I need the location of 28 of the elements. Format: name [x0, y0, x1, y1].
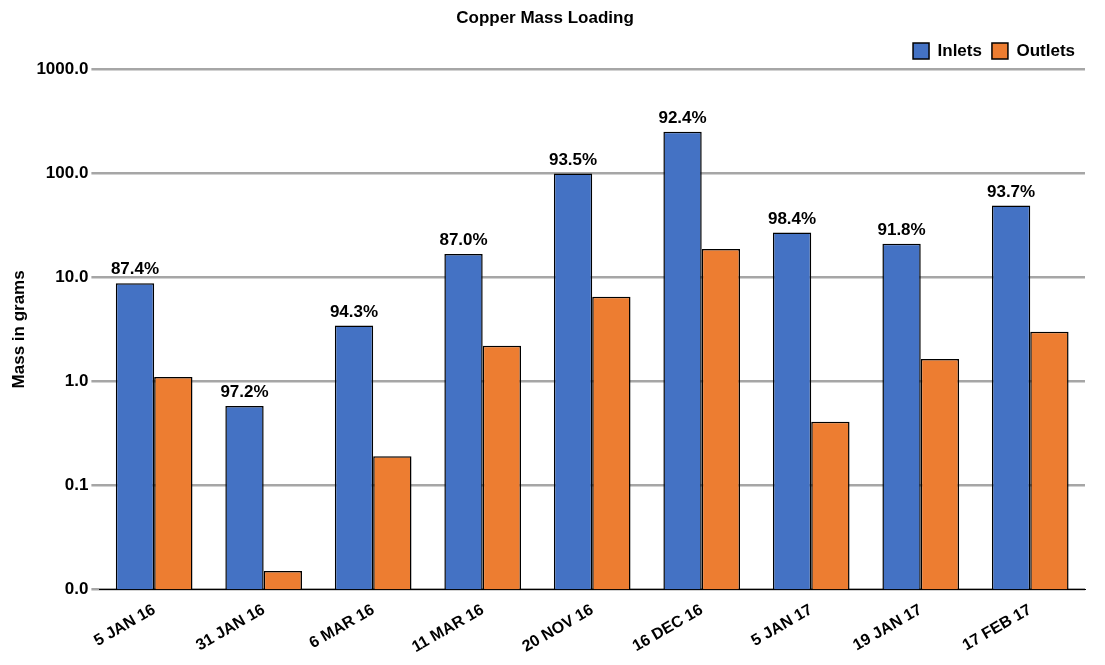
annotation: 98.4%: [767, 208, 817, 228]
x-tick-label: 31 JAN 16: [192, 600, 268, 654]
chart-title: Copper Mass Loading: [456, 7, 634, 27]
y-tick-label: 1000.0: [36, 59, 89, 79]
y-axis-title: Mass in grams: [8, 270, 28, 389]
annotation: 87.4%: [110, 259, 160, 279]
x-tick-label: 6 MAR 16: [306, 600, 377, 652]
x-tick-label: 16 DEC 16: [629, 600, 706, 655]
annotation: 97.2%: [220, 382, 269, 402]
annotation: 94.3%: [329, 301, 379, 321]
annotation: 93.5%: [548, 149, 598, 169]
x-tick-label: 5 JAN 16: [90, 600, 158, 649]
x-tick-label: 20 NOV 16: [518, 600, 596, 655]
x-tick-label: 5 JAN 17: [747, 600, 816, 649]
y-tick-label: 10.0: [55, 267, 89, 287]
x-tick-label: 11 MAR 16: [408, 600, 487, 656]
y-tick-label: 0.1: [64, 475, 89, 495]
annotation: 92.4%: [658, 108, 707, 128]
y-tick-label: 1.0: [64, 371, 89, 391]
y-tick-label: 100.0: [45, 163, 89, 183]
annotation: 87.0%: [439, 230, 488, 250]
legend-label: Inlets: [937, 40, 982, 60]
annotation: 91.8%: [877, 220, 926, 240]
x-tick-label: 19 JAN 17: [849, 600, 925, 654]
annotation: 93.7%: [986, 181, 1036, 201]
y-tick-label: 0.0: [64, 579, 89, 599]
x-tick-label: 17 FEB 17: [959, 600, 1035, 654]
legend-label: Outlets: [1016, 40, 1075, 60]
